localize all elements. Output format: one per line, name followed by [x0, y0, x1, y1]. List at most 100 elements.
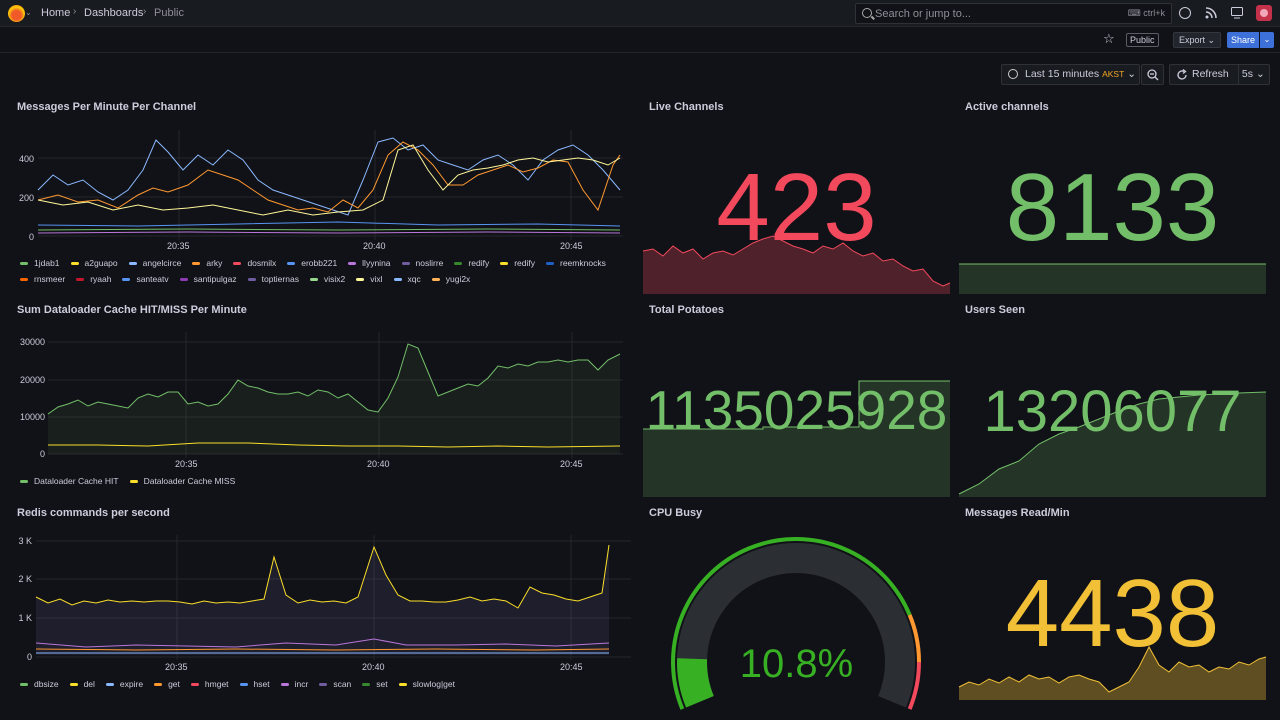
panel-active-channels[interactable]: Active channels 8133 [959, 101, 1266, 294]
chart-legend: dbsize del expire get hmget hset incr sc… [20, 676, 620, 692]
zoom-out-icon [1147, 69, 1159, 81]
user-avatar[interactable] [1256, 5, 1272, 21]
legend-item[interactable]: dbsize [20, 676, 59, 692]
legend-swatch [69, 682, 78, 686]
legend-item[interactable]: toptiernas [247, 271, 299, 287]
legend-label: rnsmeer [34, 274, 66, 284]
legend-swatch [70, 261, 79, 265]
breadcrumb-home[interactable]: Home [41, 7, 71, 19]
legend-label: santipulgaz [193, 274, 237, 284]
panel-title: Total Potatoes [649, 304, 724, 316]
legend-item[interactable]: set [362, 676, 388, 692]
panel-live-channels[interactable]: Live Channels 423 [642, 101, 951, 294]
legend-item[interactable]: redify [500, 255, 535, 271]
legend-item[interactable]: expire [105, 676, 143, 692]
legend-item[interactable]: del [69, 676, 95, 692]
clock-icon [1008, 69, 1018, 79]
zoom-out-button[interactable] [1141, 64, 1164, 85]
x-tick: 20:45 [560, 662, 583, 672]
legend-item[interactable]: a2guapo [70, 255, 118, 271]
legend-item[interactable]: slowlog|get [398, 676, 455, 692]
legend-item[interactable]: ryaah [76, 271, 111, 287]
time-range-picker[interactable]: Last 15 minutes AKST ⌄ [1001, 64, 1140, 85]
chevron-down-icon[interactable]: ⌄ [25, 8, 32, 17]
panel-dataloader-cache[interactable]: Sum Dataloader Cache HIT/MISS Per Minute [17, 304, 627, 494]
x-tick: 20:45 [560, 459, 583, 469]
y-tick: 0 [39, 449, 45, 459]
star-icon[interactable]: ☆ [1103, 31, 1115, 46]
legend-label: Dataloader Cache MISS [143, 476, 236, 486]
legend-label: erobb221 [301, 258, 338, 268]
legend-item[interactable]: dosmilx [233, 255, 276, 271]
legend-item[interactable]: Dataloader Cache MISS [129, 473, 236, 489]
legend-item[interactable]: angelcirce [128, 255, 181, 271]
panel-users-seen[interactable]: Users Seen 13206077 [958, 304, 1267, 497]
legend-item[interactable]: santipulgaz [179, 271, 237, 287]
legend-item[interactable]: get [154, 676, 180, 692]
legend-swatch [233, 261, 242, 265]
legend-item[interactable]: erobb221 [287, 255, 337, 271]
search-shortcut-text: ctrl+k [1143, 8, 1165, 18]
legend-label: toptiernas [261, 274, 299, 284]
panel-messages-per-minute[interactable]: Messages Per Minute Per Channel [17, 101, 627, 291]
legend-item[interactable]: santeatv [122, 271, 169, 287]
legend-item[interactable]: visix2 [309, 271, 345, 287]
cpu-gauge [671, 537, 921, 710]
legend-item[interactable]: 1jdab1 [20, 255, 60, 271]
panel-total-potatoes[interactable]: Total Potatoes 1135025928 [643, 304, 950, 497]
breadcrumb-dashboards[interactable]: Dashboards [84, 7, 144, 19]
stat-value: 423 [716, 154, 877, 261]
legend-label: get [168, 679, 180, 689]
share-button[interactable]: Share [1227, 32, 1259, 48]
messages-chart [37, 130, 623, 240]
panel-cpu-busy[interactable]: CPU Busy 10.8% [643, 507, 950, 710]
legend-label: santeatv [136, 274, 169, 284]
legend-label: arky [206, 258, 223, 268]
legend-item[interactable]: reemknocks [546, 255, 606, 271]
legend-item[interactable]: llyynina [348, 255, 391, 271]
monitor-icon[interactable] [1231, 7, 1243, 19]
panel-title: CPU Busy [649, 507, 703, 519]
legend-item[interactable]: redify [454, 255, 489, 271]
rss-icon[interactable] [1205, 7, 1217, 19]
legend-item[interactable]: noslirre [401, 255, 443, 271]
y-tick: 30000 [19, 337, 45, 347]
panel-title: Active channels [965, 101, 1049, 113]
legend-swatch [122, 277, 131, 281]
grafana-logo-icon[interactable] [8, 5, 25, 22]
legend-swatch [105, 682, 114, 686]
panel-redis-commands[interactable]: Redis commands per second [17, 507, 627, 707]
legend-swatch [192, 261, 201, 265]
legend-swatch [454, 261, 463, 265]
help-icon[interactable] [1179, 7, 1191, 19]
refresh-picker[interactable]: Refresh 5s ⌄ [1169, 64, 1270, 85]
search-input[interactable]: Search or jump to... ⌨ ctrl+k [855, 3, 1172, 24]
panel-messages-read[interactable]: Messages Read/Min 4438 [958, 507, 1267, 700]
legend-item[interactable]: yugi2x [431, 271, 471, 287]
legend-item[interactable]: scan [319, 676, 351, 692]
stat-value: 1135025928 [645, 379, 948, 441]
legend-item[interactable]: xqc [393, 271, 421, 287]
legend-label: yugi2x [445, 274, 471, 284]
keyboard-shortcut: ⌨ ctrl+k [1128, 8, 1165, 19]
x-tick: 20:40 [362, 662, 385, 672]
legend-item[interactable]: Dataloader Cache HIT [20, 473, 119, 489]
legend-item[interactable]: hmget [190, 676, 229, 692]
chart-legend: Dataloader Cache HIT Dataloader Cache MI… [20, 473, 620, 489]
search-placeholder: Search or jump to... [875, 8, 971, 20]
export-button[interactable]: Export ⌄ [1173, 32, 1222, 48]
legend-item[interactable]: incr [280, 676, 308, 692]
legend-label: xqc [407, 274, 421, 284]
legend-item[interactable]: hset [239, 676, 270, 692]
legend-item[interactable]: vixl [356, 271, 383, 287]
refresh-interval[interactable]: 5s ⌄ [1238, 65, 1265, 84]
legend-item[interactable]: rnsmeer [20, 271, 65, 287]
legend-item[interactable]: arky [192, 255, 222, 271]
panel-title: Messages Per Minute Per Channel [17, 101, 197, 113]
panel-title: Users Seen [965, 304, 1025, 316]
share-dropdown-button[interactable]: ⌄ [1260, 32, 1274, 48]
legend-label: llyynina [362, 258, 391, 268]
redis-chart [35, 535, 631, 660]
dataloader-chart [47, 332, 623, 458]
legend-swatch [20, 261, 28, 265]
